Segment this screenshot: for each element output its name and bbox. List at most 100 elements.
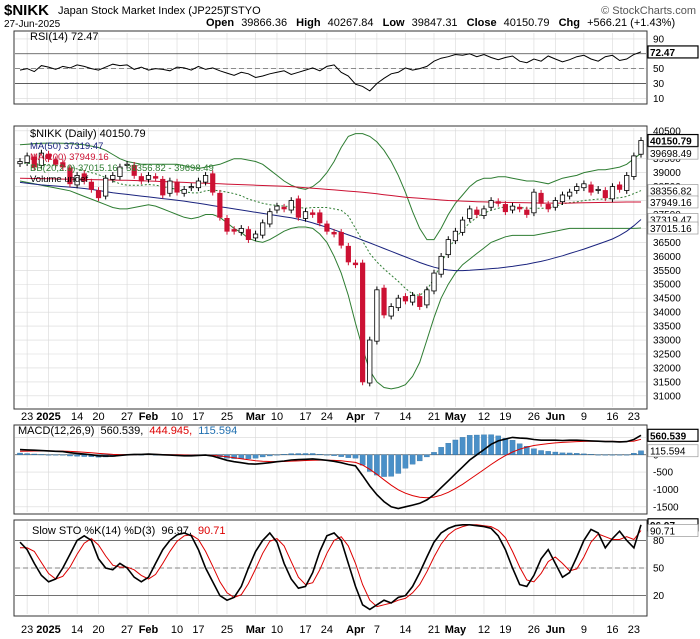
x-tick-label: 10 xyxy=(271,624,283,636)
value-label-text: 39698.49 xyxy=(650,149,692,160)
candle-body xyxy=(17,161,23,165)
macd-histogram-bar xyxy=(602,454,609,456)
candle-body xyxy=(452,230,459,242)
candle-body xyxy=(381,287,387,316)
macd-histogram-bar xyxy=(31,453,38,455)
candle-body xyxy=(145,175,152,180)
bb-lower-line xyxy=(19,180,642,390)
y-tick-label: 33000 xyxy=(653,336,681,347)
x-tick-label: 9 xyxy=(581,624,587,636)
macd-histogram-bar xyxy=(588,454,594,455)
candle-body xyxy=(409,294,416,303)
candle-body xyxy=(45,153,52,160)
chg-label: Chg xyxy=(559,17,580,29)
value-label-text: 72.47 xyxy=(650,48,675,59)
x-tick-label: 2025 xyxy=(36,411,60,423)
y-tick-label: 34500 xyxy=(653,294,681,305)
macd-title-name: MACD(12,26,9) xyxy=(18,425,94,437)
x-tick-label: 14 xyxy=(399,411,411,423)
macd-histogram-bar xyxy=(502,438,509,455)
open-label: Open xyxy=(206,17,234,29)
value-label-text: 40150.79 xyxy=(650,137,692,148)
low-label: Low xyxy=(383,17,405,29)
macd-histogram-bar xyxy=(388,454,394,477)
x-tick-label: 20 xyxy=(92,411,104,423)
legend-bb: BB(20,2.0) 37015.16 - 38356.82 - 39698.4… xyxy=(30,163,214,174)
x-tick-label: 7 xyxy=(374,624,380,636)
candle-body xyxy=(624,175,630,191)
rsi-line xyxy=(19,51,642,92)
value-label-border xyxy=(647,444,699,458)
candle-body xyxy=(567,191,573,197)
legend-ma50: MA(50) 37319.47 xyxy=(30,141,103,152)
macd-histogram-bar xyxy=(317,454,323,455)
open-value: 39866.36 xyxy=(241,17,287,29)
grid-lines xyxy=(15,33,646,614)
macd-histogram-bar xyxy=(267,454,273,457)
y-tick-label: 39000 xyxy=(653,168,681,179)
candle-body xyxy=(252,233,259,239)
macd-histogram-bar xyxy=(331,454,337,456)
x-tick-label: 17 xyxy=(299,411,311,423)
candle-body xyxy=(317,212,323,224)
value-label-text: 37015.16 xyxy=(650,224,692,235)
macd-title-macd: 560.539, xyxy=(100,425,143,437)
y-tick-label: 50 xyxy=(653,64,665,75)
macd-histogram-bar xyxy=(409,454,416,465)
bb-middle-line xyxy=(19,162,642,296)
value-label-border xyxy=(647,146,699,160)
candle-body xyxy=(338,231,344,246)
candle-body xyxy=(88,181,94,190)
y-tick-label: 31500 xyxy=(653,377,681,388)
macd-histogram-bar xyxy=(559,452,566,455)
y-tick-label: 36000 xyxy=(653,252,681,263)
x-tick-label: 20 xyxy=(92,624,104,636)
macd-histogram-bar xyxy=(374,454,380,476)
x-tick-label: Feb xyxy=(139,411,159,423)
macd-histogram-bar xyxy=(431,452,437,455)
candle-body xyxy=(302,211,309,219)
y-tick-label: 90 xyxy=(653,34,665,45)
x-tick-label: May xyxy=(445,624,467,636)
macd-histogram-bar xyxy=(459,437,466,455)
watermark: © StockCharts.com xyxy=(601,5,696,17)
macd-histogram-bar xyxy=(338,454,344,457)
value-label-box: 40150.79 xyxy=(647,133,699,148)
bb-upper-line xyxy=(19,133,642,241)
candle-body xyxy=(367,339,373,384)
value-label-box: 38356.82 xyxy=(647,184,699,198)
ma200-line xyxy=(19,177,641,204)
macd-histogram-bar xyxy=(259,454,266,458)
macd-histogram-bar xyxy=(495,435,501,455)
candle-body xyxy=(281,206,287,210)
candle-body xyxy=(602,190,608,199)
macd-title: MACD(12,26,9) 560.539, 444.945, 115.594 xyxy=(18,425,237,437)
macd-histogram-bar xyxy=(574,453,580,455)
candle-body xyxy=(459,219,466,233)
macd-histogram-bar xyxy=(531,448,537,455)
rsi-title: RSI(14) 72.47 xyxy=(30,31,98,43)
candle-body xyxy=(517,206,523,210)
y-tick-label: -1500 xyxy=(653,502,679,513)
candle-body xyxy=(38,152,45,166)
value-label-box: 115.594 xyxy=(647,444,699,458)
x-tick-label: 12 xyxy=(478,411,490,423)
y-tick-label: 35500 xyxy=(653,266,681,277)
candle-body xyxy=(552,200,558,208)
x-tick-label: Mar xyxy=(246,411,266,423)
high-value: 40267.84 xyxy=(328,17,374,29)
macd-histogram-bar xyxy=(52,454,59,456)
value-labels: 9070503010405004000039500390003850038000… xyxy=(647,34,699,602)
x-tick-label: 21 xyxy=(428,624,440,636)
candle-body xyxy=(153,176,159,179)
candle-body xyxy=(345,245,351,263)
candle-body xyxy=(445,239,451,256)
macd-histogram-bar xyxy=(609,454,616,456)
candle-body xyxy=(131,164,137,176)
candle-body xyxy=(545,204,551,210)
candle-body xyxy=(574,186,580,191)
candle-body xyxy=(638,140,644,155)
x-tick-label: 12 xyxy=(478,624,490,636)
candle-body xyxy=(60,162,66,168)
